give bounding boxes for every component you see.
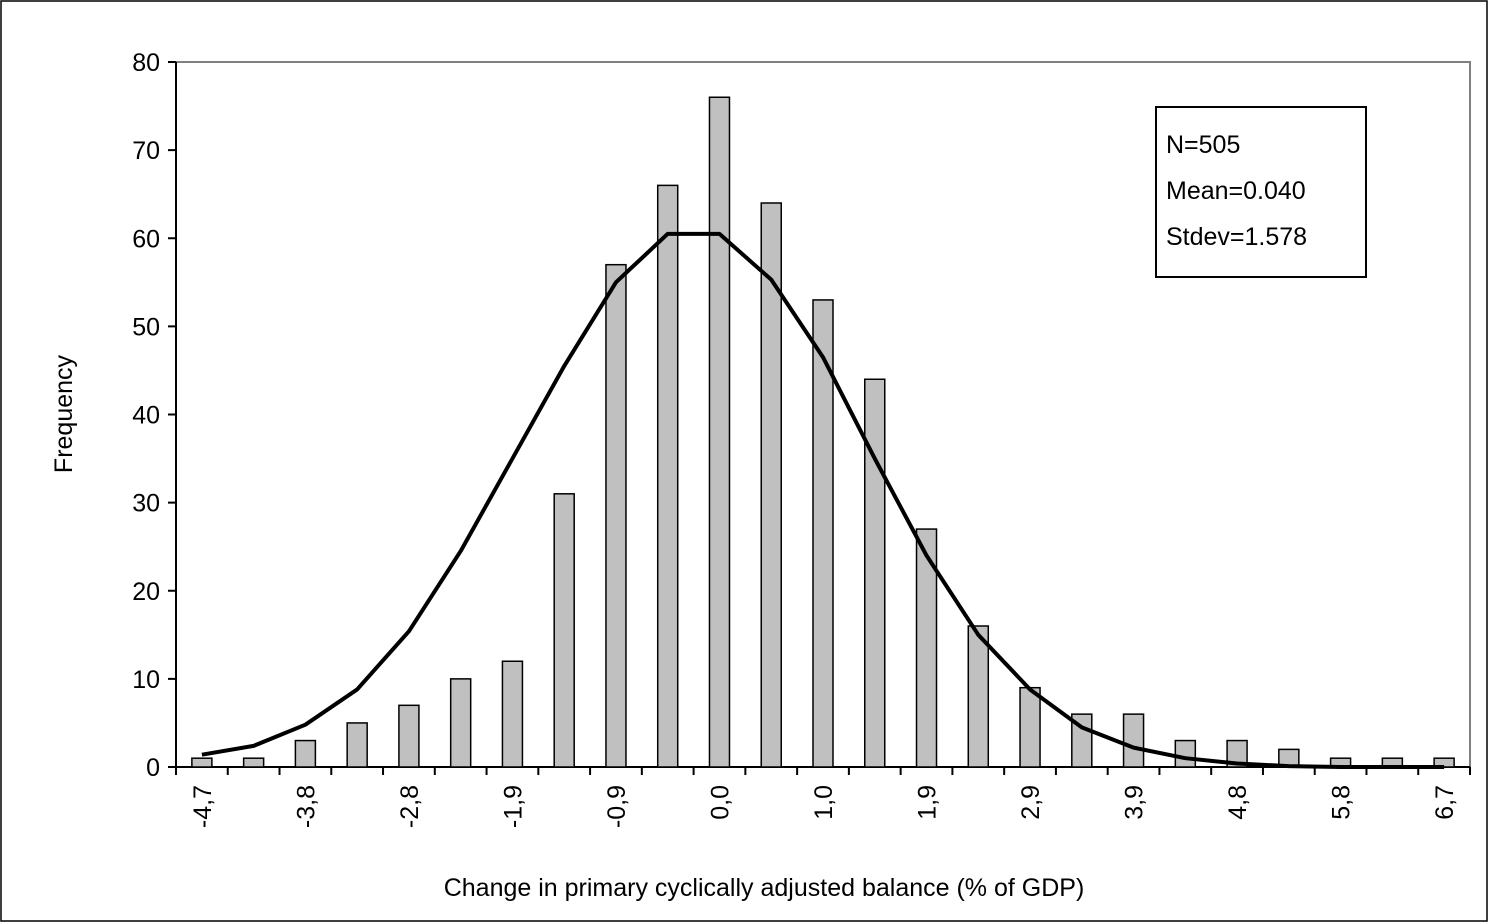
stats-box — [1155, 106, 1367, 278]
y-tick-label: 40 — [132, 402, 160, 430]
bar — [553, 493, 575, 768]
y-tick-label: 80 — [132, 49, 160, 77]
bar — [1122, 713, 1145, 768]
x-tick-label: 2,9 — [1017, 785, 1045, 820]
bar — [398, 704, 420, 768]
stats-text: Mean=0.040 — [1166, 177, 1306, 205]
bar — [812, 299, 834, 768]
bar — [449, 678, 472, 768]
stats-text: Stdev=1.578 — [1166, 223, 1307, 251]
x-tick-label: 1,9 — [914, 785, 942, 820]
x-tick-label: -0,9 — [603, 785, 631, 828]
bar — [1174, 739, 1197, 768]
y-tick-label: 50 — [132, 313, 160, 341]
bar — [501, 660, 524, 768]
x-tick-label: -3,8 — [292, 785, 320, 828]
bar — [967, 625, 990, 768]
x-tick-label: 0,0 — [706, 785, 734, 820]
x-tick-label: 5,8 — [1328, 785, 1356, 820]
x-tick-label: -2,8 — [396, 785, 424, 828]
x-tick-label: 4,8 — [1224, 785, 1252, 820]
bar — [242, 757, 265, 768]
bar — [1226, 739, 1248, 768]
y-tick-label: 30 — [132, 490, 160, 518]
stats-text: N=505 — [1166, 131, 1240, 159]
bar — [294, 739, 317, 768]
bar — [708, 96, 731, 768]
bar — [346, 722, 368, 768]
x-tick-label: 6,7 — [1431, 785, 1459, 820]
bar — [191, 757, 213, 768]
y-tick-label: 20 — [132, 578, 160, 606]
bar — [605, 263, 627, 768]
y-tick-label: 10 — [132, 666, 160, 694]
y-tick-label: 60 — [132, 225, 160, 253]
x-tick-label: -1,9 — [499, 785, 527, 828]
bar — [656, 184, 679, 768]
y-tick-label: 0 — [146, 754, 160, 782]
x-tick-label: 3,9 — [1121, 785, 1149, 820]
y-axis-label: Frequency — [50, 354, 78, 473]
bar — [760, 202, 782, 768]
x-axis-label: Change in primary cyclically adjusted ba… — [444, 874, 1085, 902]
x-tick-label: -4,7 — [189, 785, 217, 828]
bar — [915, 528, 938, 768]
fit-curve — [201, 231, 1445, 769]
y-tick-label: 70 — [132, 137, 160, 165]
x-tick-label: 1,0 — [810, 785, 838, 820]
bar — [1019, 686, 1041, 768]
bar — [864, 378, 886, 768]
